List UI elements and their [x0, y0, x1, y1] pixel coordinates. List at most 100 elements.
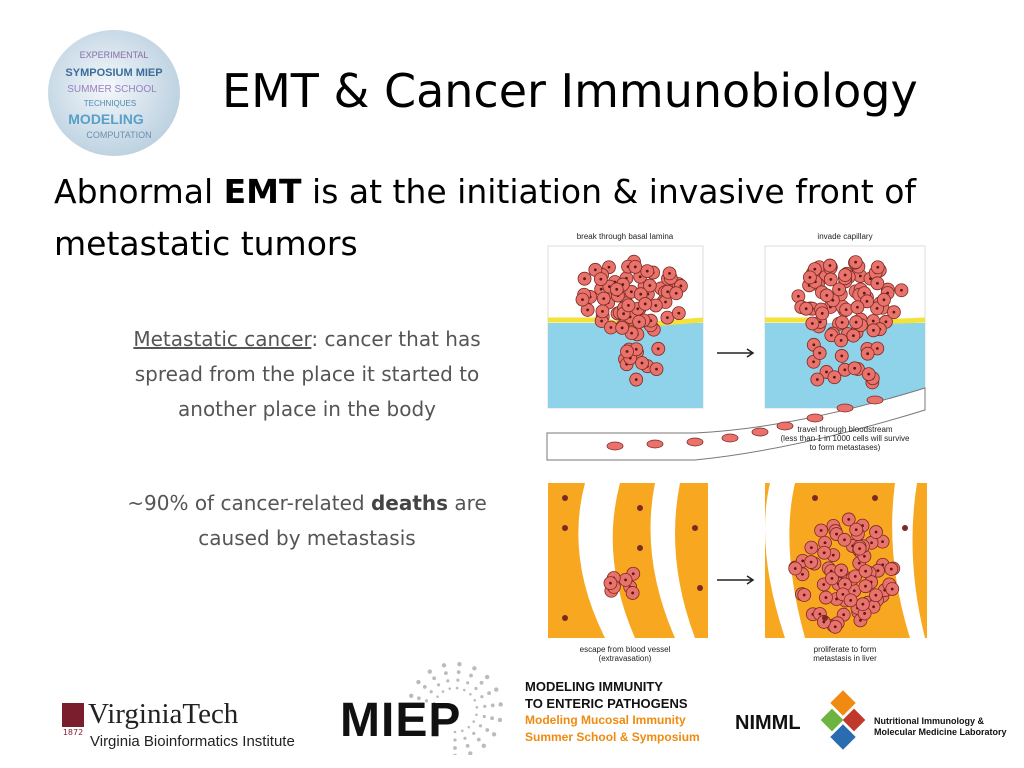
nucleus	[822, 551, 826, 555]
nucleus	[627, 303, 630, 307]
nucleus	[813, 267, 817, 271]
arrow	[717, 348, 755, 358]
nucleus	[823, 541, 827, 545]
fact-text: are caused by metastasis	[198, 491, 487, 550]
title: EMT & Cancer Immunobiology	[222, 64, 918, 118]
dot	[453, 730, 457, 734]
dot	[441, 663, 447, 668]
nucleus	[876, 265, 880, 269]
nucleus	[607, 265, 611, 269]
nucleus	[872, 328, 875, 332]
dot	[448, 687, 452, 690]
nucleus	[858, 274, 862, 278]
subtitle-text: is at the initiation & invasive front of…	[54, 172, 917, 263]
nucleus	[858, 547, 861, 551]
dot	[456, 670, 461, 675]
nucleus	[839, 339, 843, 342]
logo-sphere: EXPERIMENTAL SYMPOSIUM MIEP SUMMER SCHOO…	[48, 30, 180, 156]
nucleus	[825, 294, 829, 297]
nucleus	[843, 538, 846, 542]
dot	[490, 716, 495, 721]
nucleus	[666, 290, 670, 294]
vt-institute: Virginia Bioinformatics Institute	[90, 733, 295, 750]
dot	[476, 737, 481, 742]
nimml-mark	[820, 690, 866, 750]
caption: escape from blood vessel	[580, 645, 671, 654]
dot	[453, 746, 457, 750]
dot	[487, 691, 491, 696]
nimml-line: Molecular Medicine Laboratory	[874, 727, 1007, 737]
dot	[453, 753, 457, 755]
dot	[472, 666, 477, 671]
dot	[416, 696, 421, 701]
dot	[491, 732, 497, 737]
dot	[432, 676, 437, 681]
nucleus	[864, 569, 867, 573]
hepatocyte-nucleus	[562, 615, 568, 621]
miep-line: Summer School & Symposium	[525, 730, 700, 744]
nucleus	[640, 361, 644, 365]
dot	[469, 692, 472, 696]
nucleus	[824, 596, 828, 599]
hepatocyte-nucleus	[822, 615, 828, 621]
nucleus	[828, 264, 832, 267]
nucleus	[586, 308, 590, 312]
dot	[468, 751, 473, 755]
nucleus	[859, 618, 862, 622]
circulating-cell	[721, 433, 739, 443]
nucleus	[593, 268, 597, 272]
miep-name: MIEP	[340, 694, 462, 747]
nucleus	[833, 625, 837, 629]
logo-word: MODELING	[68, 111, 144, 127]
nucleus	[679, 284, 683, 288]
nucleus	[810, 322, 814, 325]
caption: travel through bloodstream	[797, 425, 893, 434]
nucleus	[654, 304, 658, 307]
nucleus	[863, 612, 866, 615]
caption: break through basal lamina	[577, 232, 674, 241]
nucleus	[863, 554, 866, 558]
caption: to form metastases)	[810, 443, 881, 452]
nucleus	[583, 277, 586, 281]
nucleus	[655, 367, 658, 371]
nucleus	[581, 298, 584, 302]
nucleus	[857, 561, 861, 565]
miep-text: MODELING IMMUNITY TO ENTERIC PATHOGENS M…	[525, 678, 700, 746]
circulating-cell	[686, 437, 704, 447]
nucleus	[864, 584, 867, 588]
circulating-cell	[806, 413, 824, 423]
hepatocyte-nucleus	[692, 525, 698, 531]
circulating-cell	[751, 427, 769, 437]
hepatocyte-nucleus	[637, 505, 643, 511]
dot	[463, 736, 467, 740]
vt-name: VirginiaTech	[88, 698, 239, 730]
dot	[469, 673, 473, 678]
caption: (extravasation)	[599, 654, 652, 663]
dot	[473, 698, 477, 702]
panel	[548, 483, 708, 638]
nimml-line: Nutritional Immunology &	[874, 716, 984, 726]
nucleus	[890, 587, 894, 591]
nucleus	[622, 312, 626, 316]
miep-line: MODELING IMMUNITY	[525, 679, 663, 694]
nucleus	[840, 354, 844, 358]
nimml-name: NIMML	[735, 712, 801, 734]
hepatocyte-nucleus	[562, 495, 568, 501]
nucleus	[602, 297, 606, 300]
nucleus	[601, 309, 604, 313]
nucleus	[900, 288, 903, 292]
dot	[453, 738, 457, 742]
nucleus	[876, 281, 879, 285]
nucleus	[867, 372, 871, 376]
nucleus	[835, 532, 838, 536]
nucleus	[854, 528, 858, 532]
dot	[409, 693, 414, 698]
hepatocyte-nucleus	[902, 525, 908, 531]
nucleus	[599, 277, 603, 281]
dot	[436, 683, 441, 687]
miep-line: Modeling Mucosal Immunity	[525, 713, 686, 727]
nucleus	[853, 366, 857, 370]
hepatocyte-nucleus	[562, 525, 568, 531]
nucleus	[804, 307, 808, 311]
nucleus	[674, 291, 678, 295]
